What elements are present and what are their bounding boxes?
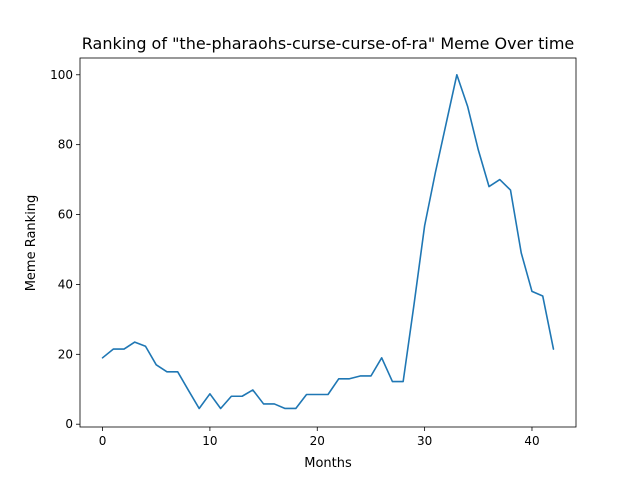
x-axis-label: Months <box>304 456 352 471</box>
plot-frame <box>79 57 577 428</box>
y-tick-label: 0 <box>65 417 73 431</box>
x-tick-label: 10 <box>202 434 217 448</box>
x-axis: 0 10 20 30 40 <box>99 427 540 448</box>
y-tick-label: 40 <box>58 277 73 291</box>
x-tick-label: 30 <box>417 434 432 448</box>
series-line <box>101 73 555 410</box>
y-tick-label: 60 <box>58 208 73 222</box>
x-tick-label: 40 <box>524 434 539 448</box>
y-tick-label: 80 <box>58 138 73 152</box>
y-axis: 0 20 40 60 80 100 <box>50 68 80 431</box>
x-tick-label: 0 <box>99 434 107 448</box>
y-tick-label: 100 <box>50 68 73 82</box>
series-layer <box>101 73 555 410</box>
y-axis-label: Meme Ranking <box>24 195 39 292</box>
y-tick-label: 20 <box>58 347 73 361</box>
x-tick-label: 20 <box>310 434 325 448</box>
chart-title: Ranking of "the-pharaohs-curse-curse-of-… <box>82 34 575 53</box>
